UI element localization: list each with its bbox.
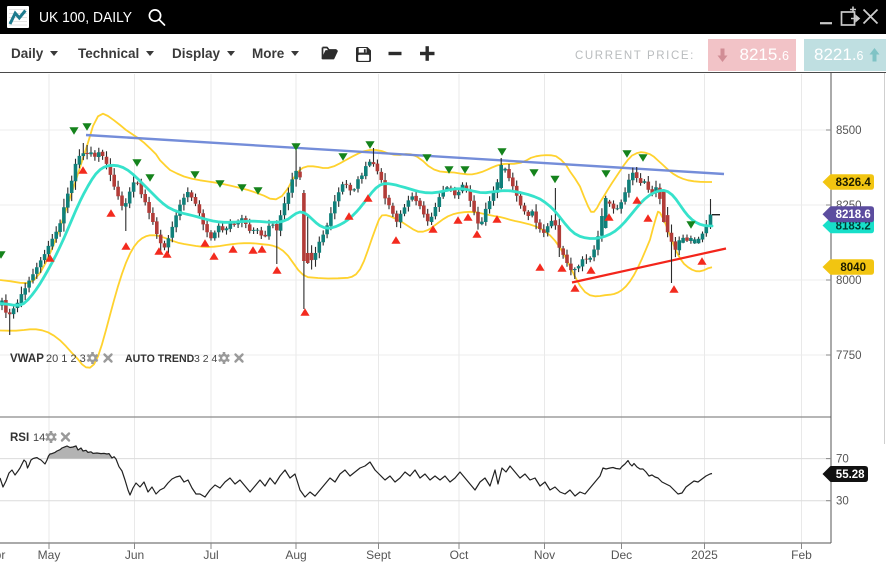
- svg-text:14: 14: [33, 432, 45, 444]
- svg-text:Jul: Jul: [203, 548, 218, 562]
- svg-text:Jun: Jun: [125, 548, 144, 562]
- svg-text:8040: 8040: [840, 262, 866, 274]
- svg-text:20 1 2 3: 20 1 2 3: [46, 353, 86, 365]
- svg-text:Aug: Aug: [285, 548, 306, 562]
- svg-text:70: 70: [836, 454, 849, 466]
- svg-text:8500: 8500: [836, 125, 862, 137]
- svg-text:55.28: 55.28: [836, 469, 865, 481]
- svg-text:RSI: RSI: [10, 432, 29, 444]
- svg-text:UK 100, DAILY: UK 100, DAILY: [39, 9, 132, 26]
- svg-text:May: May: [38, 548, 61, 562]
- svg-text:8183.2: 8183.2: [836, 221, 871, 233]
- svg-text:Sept: Sept: [366, 548, 391, 562]
- svg-text:AUTO TREND: AUTO TREND: [125, 353, 195, 365]
- svg-text:Apr: Apr: [0, 548, 5, 562]
- svg-text:7750: 7750: [836, 350, 862, 362]
- svg-text:VWAP: VWAP: [10, 353, 44, 365]
- svg-text:8000: 8000: [836, 275, 862, 287]
- svg-text:Feb: Feb: [791, 548, 812, 562]
- svg-text:Nov: Nov: [534, 548, 555, 562]
- svg-text:8218.6: 8218.6: [836, 209, 871, 221]
- svg-text:30: 30: [836, 496, 849, 508]
- svg-text:2025: 2025: [691, 548, 718, 562]
- svg-text:3 2 4: 3 2 4: [194, 353, 218, 365]
- svg-text:Dec: Dec: [611, 548, 632, 562]
- svg-text:Oct: Oct: [450, 548, 469, 562]
- svg-text:8326.4: 8326.4: [836, 177, 872, 189]
